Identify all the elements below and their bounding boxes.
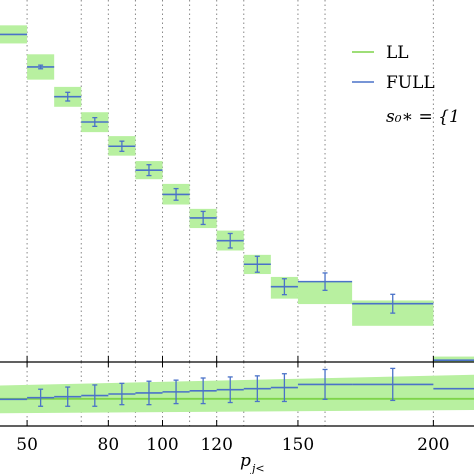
legend: LL FULL s₀∗ = {1 xyxy=(352,43,460,127)
x-axis: 50 80 100 120 150 200 p j< xyxy=(0,356,474,474)
main-panel xyxy=(0,0,474,362)
ll-band-bin xyxy=(297,281,353,305)
legend-label: LL xyxy=(386,43,409,63)
x-tick-label: 50 xyxy=(16,435,38,455)
ratio-panel xyxy=(0,362,474,426)
x-tick-label: 200 xyxy=(417,435,449,455)
x-tick-label: 150 xyxy=(282,435,314,455)
ratio-ll-band xyxy=(0,374,474,414)
legend-label: FULL xyxy=(386,73,435,93)
x-axis-label-subscript: j< xyxy=(249,462,265,474)
x-tick-label: 120 xyxy=(200,435,232,455)
ll-band-bin xyxy=(433,356,474,362)
x-tick-label: 80 xyxy=(98,435,120,455)
legend-label: s₀∗ = {1 xyxy=(386,107,460,127)
x-tick-label: 100 xyxy=(146,435,178,455)
x-axis-label: p xyxy=(240,451,251,471)
